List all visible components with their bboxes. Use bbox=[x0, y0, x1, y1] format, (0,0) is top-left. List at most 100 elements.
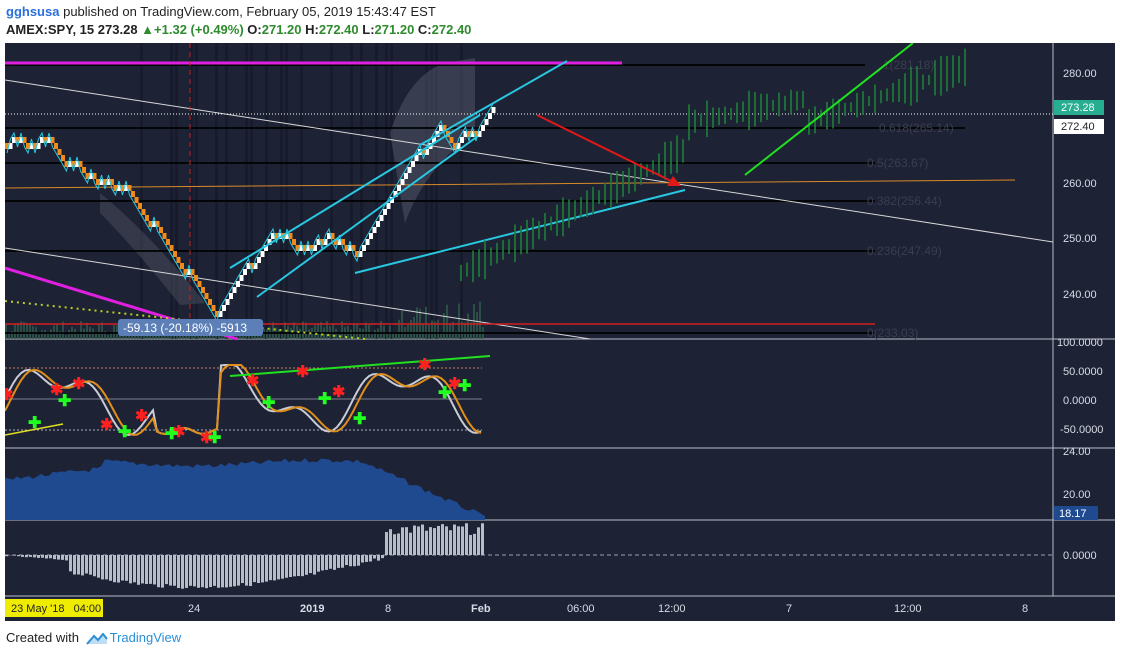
fib-levels[interactable] bbox=[5, 64, 965, 334]
sell-marker-icon: ✱ bbox=[246, 373, 259, 390]
last-price-tag-text: 273.28 bbox=[1061, 102, 1095, 114]
stochastic-axis[interactable]: 100.0000 50.0000 0.0000 -50.0000 bbox=[1057, 337, 1103, 436]
sell-marker-icon: ✱ bbox=[50, 382, 63, 399]
vol-value-tag-text: 18.17 bbox=[1059, 508, 1087, 520]
time-tick: 8 bbox=[1022, 603, 1028, 615]
open-label: O: bbox=[247, 22, 262, 37]
fib-label: 1(281.18) bbox=[883, 58, 934, 72]
buy-marker-icon: ✚ bbox=[353, 411, 366, 428]
sell-marker-icon: ✱ bbox=[135, 408, 148, 425]
last-price-tag bbox=[1054, 100, 1104, 115]
time-tick: 8 bbox=[385, 603, 391, 615]
osc-tick: 0.0000 bbox=[1063, 550, 1097, 562]
time-tick: 12:00 bbox=[894, 603, 922, 615]
buy-marker-icon: ✚ bbox=[165, 426, 178, 443]
vol-tick: 20.00 bbox=[1063, 489, 1091, 501]
sell-marker-icon: ✱ bbox=[332, 384, 345, 401]
oscillator-axis[interactable]: 0.0000 bbox=[1063, 550, 1097, 562]
tradingview-link[interactable]: TradingView bbox=[109, 630, 182, 645]
price-axis-bg[interactable] bbox=[1053, 43, 1115, 621]
histogram-bars bbox=[5, 523, 484, 589]
time-tick: 06:00 bbox=[567, 603, 595, 615]
created-with-text: Created with bbox=[6, 630, 79, 645]
sell-marker-icon: ✱ bbox=[200, 430, 213, 447]
volatility-area bbox=[5, 458, 485, 520]
volatility-axis[interactable]: 24.00 20.00 bbox=[1063, 446, 1091, 501]
cyan-channel[interactable] bbox=[229, 60, 686, 298]
buy-marker-icon: ✚ bbox=[118, 424, 131, 441]
fib-label: 0(233.03) bbox=[867, 326, 918, 340]
sell-marker-icon: ✱ bbox=[100, 417, 113, 434]
price-change: +1.32 (+0.49%) bbox=[154, 22, 244, 37]
red-arrow-line[interactable] bbox=[536, 114, 676, 184]
chart-area[interactable]: 1(281.18) 0.618(265.14) 0.5(263.67) 0.382(2… bbox=[0, 42, 1115, 621]
price-tick: 250.00 bbox=[1063, 233, 1097, 245]
publish-info: gghsusa published on TradingView.com, Fe… bbox=[6, 4, 436, 19]
stoch-tick: -50.0000 bbox=[1060, 424, 1103, 436]
close-price-tag bbox=[1054, 119, 1104, 134]
sell-marker-icon: ✱ bbox=[296, 364, 309, 381]
price-pane[interactable]: 1(281.18) 0.618(265.14) 0.5(263.67) 0.382(2… bbox=[4, 42, 1054, 341]
price-tick: 240.00 bbox=[1063, 289, 1097, 301]
sell-marker-icon: ✱ bbox=[72, 376, 85, 393]
stoch-tick: 100.0000 bbox=[1057, 337, 1103, 349]
stoch-tick: 0.0000 bbox=[1063, 395, 1097, 407]
price-axis[interactable]: 280.00 260.00 250.00 240.00 bbox=[1063, 68, 1097, 301]
oscillator-pane[interactable] bbox=[5, 523, 1053, 589]
symbol-legend: AMEX:SPY, 15 273.28 ▲+1.32 (+0.49%) O: 27… bbox=[6, 22, 471, 37]
author-link[interactable]: gghsusa bbox=[6, 4, 60, 19]
fib-label: 0.618(265.14) bbox=[879, 121, 954, 135]
price-tick: 280.00 bbox=[1063, 68, 1097, 80]
sell-marker-icon: ✱ bbox=[172, 424, 185, 441]
buy-marker-icon: ✚ bbox=[458, 378, 471, 395]
stochastic-pane[interactable]: ✱ ✱ ✱✱✱✱ ✱✱✱✱✱✱✚✚✚ ✚ ✚✚ ✚✚✚ ✚ bbox=[0, 355, 491, 447]
white-trend-line[interactable] bbox=[4, 79, 1054, 243]
close-value: 272.40 bbox=[431, 22, 472, 37]
low-value: 271.20 bbox=[374, 22, 415, 37]
date-badge bbox=[5, 599, 103, 617]
time-axis[interactable]: 24 2019 8 Feb 06:00 12:00 7 12:00 8 bbox=[188, 603, 1028, 615]
cloud-band bbox=[100, 193, 205, 305]
session-shading bbox=[140, 43, 463, 339]
time-tick: 12:00 bbox=[658, 603, 686, 615]
red-arrow-head-icon bbox=[667, 176, 681, 186]
date-badge-text: 23 May '18 04:00 bbox=[11, 603, 101, 615]
buy-marker-icon: ✚ bbox=[262, 395, 275, 412]
stoch-tick: 50.0000 bbox=[1063, 366, 1103, 378]
vol-value-tag bbox=[1054, 506, 1098, 520]
close-price-tag-text: 272.40 bbox=[1061, 121, 1095, 133]
buy-marker-icon: ✚ bbox=[208, 430, 221, 447]
symbol-name[interactable]: AMEX:SPY, 15 bbox=[6, 22, 95, 37]
footer: Created with TradingView bbox=[6, 630, 181, 645]
divergence-line[interactable] bbox=[229, 355, 491, 377]
orange-level-line[interactable] bbox=[4, 179, 1016, 189]
price-tick: 260.00 bbox=[1063, 178, 1097, 190]
high-value: 272.40 bbox=[318, 22, 359, 37]
buy-marker-icon: ✚ bbox=[438, 385, 451, 402]
fib-label: 0.236(247.49) bbox=[867, 244, 942, 258]
divergence-line[interactable] bbox=[4, 423, 64, 436]
signal-markers: ✱ ✱ ✱✱✱✱ ✱✱✱✱✱✱✚✚✚ ✚ ✚✚ ✚✚✚ ✚ bbox=[0, 357, 471, 447]
published-text: published on TradingView.com, February 0… bbox=[63, 4, 436, 19]
sell-marker-icon: ✱ bbox=[5, 387, 13, 404]
time-tick: 24 bbox=[188, 603, 200, 615]
time-tick: 2019 bbox=[300, 603, 324, 615]
buy-marker-icon: ✚ bbox=[28, 415, 41, 432]
green-trend-line[interactable] bbox=[744, 42, 914, 176]
chart-header: gghsusa published on TradingView.com, Fe… bbox=[0, 0, 1123, 42]
sell-marker-icon: ✱ bbox=[418, 357, 431, 374]
buy-marker-icon: ✚ bbox=[318, 391, 331, 408]
stochastic-d-line bbox=[4, 364, 482, 436]
tradingview-logo-icon bbox=[85, 632, 108, 645]
time-tick: Feb bbox=[471, 603, 491, 615]
fib-label: 0.5(263.67) bbox=[867, 156, 928, 170]
close-label: C: bbox=[417, 22, 432, 37]
volatility-pane[interactable] bbox=[5, 458, 485, 520]
sell-marker-icon: ✱ bbox=[448, 376, 461, 393]
fib-label: 0.382(256.44) bbox=[867, 194, 942, 208]
projected-candles bbox=[460, 48, 966, 283]
last-price: 273.28 bbox=[97, 22, 138, 37]
up-arrow-icon: ▲ bbox=[141, 22, 155, 37]
time-tick: 7 bbox=[786, 603, 792, 615]
measure-tooltip[interactable] bbox=[118, 319, 263, 336]
